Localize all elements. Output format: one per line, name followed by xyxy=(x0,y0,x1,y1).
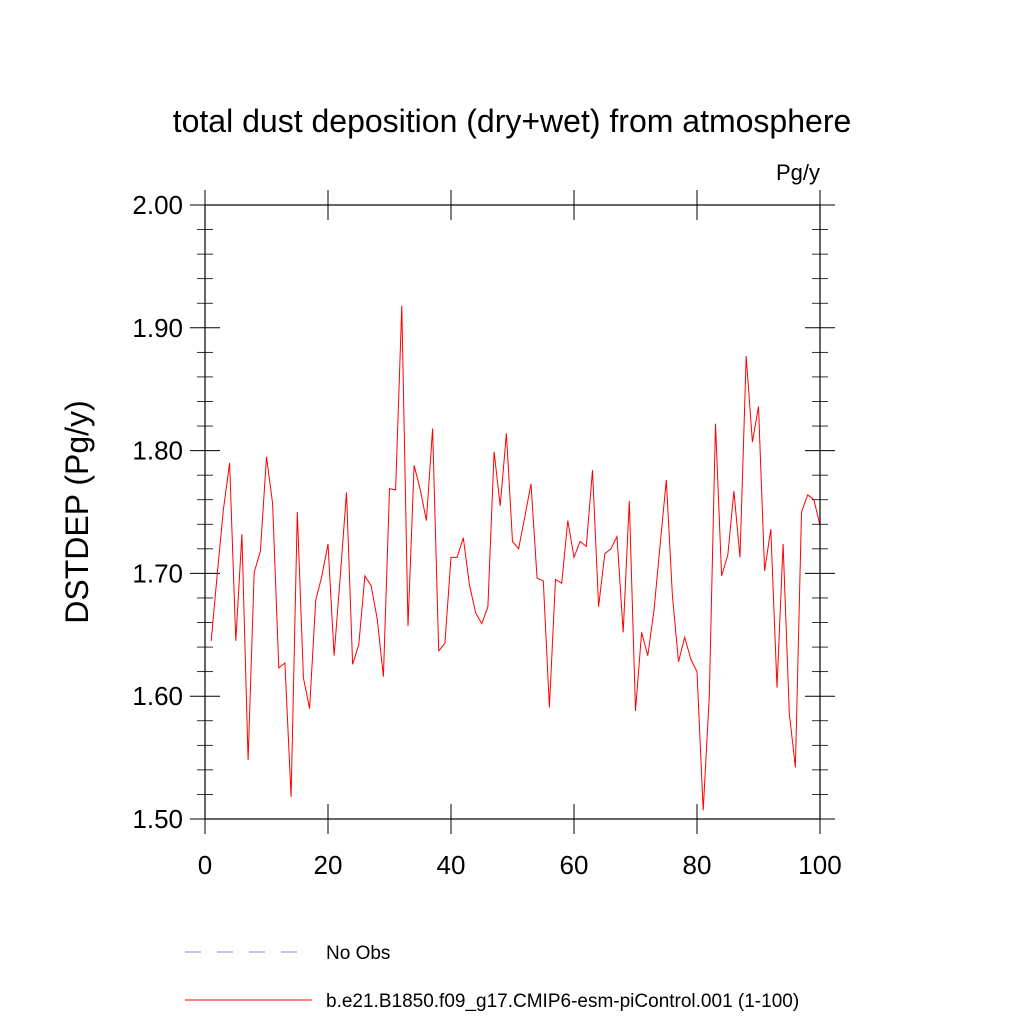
y-tick-label: 2.00 xyxy=(132,190,183,220)
y-tick-label: 1.60 xyxy=(132,681,183,711)
x-tick-label: 20 xyxy=(314,850,343,880)
x-tick-label: 100 xyxy=(798,850,841,880)
x-tick-label: 60 xyxy=(560,850,589,880)
series-layer xyxy=(210,305,821,811)
x-tick-label: 80 xyxy=(683,850,712,880)
x-tick-label: 0 xyxy=(198,850,212,880)
units-label: Pg/y xyxy=(776,160,820,185)
y-tick-label: 1.90 xyxy=(132,313,183,343)
x-tick-label: 40 xyxy=(437,850,466,880)
plot-area-frame xyxy=(204,204,821,820)
axis-tick-labels: 1.50 1.60 1.70 1.80 1.90 2.00 0 20 40 60 80 100 xyxy=(132,190,841,880)
y-tick-label: 1.50 xyxy=(132,804,183,834)
y-axis-label: DSTDEP (Pg/y) xyxy=(59,400,95,623)
y-tick-label: 1.80 xyxy=(132,436,183,466)
legend: No Obs b.e21.B1850.f09_g17.CMIP6-esm-piCo… xyxy=(185,943,799,1012)
chart-title: total dust deposition (dry+wet) from atm… xyxy=(173,103,852,139)
series-line xyxy=(210,305,821,811)
axis-ticks xyxy=(190,190,835,834)
legend-label: b.e21.B1850.f09_g17.CMIP6-esm-piControl.… xyxy=(326,991,799,1012)
y-tick-label: 1.70 xyxy=(132,558,183,588)
legend-label: No Obs xyxy=(326,943,390,964)
